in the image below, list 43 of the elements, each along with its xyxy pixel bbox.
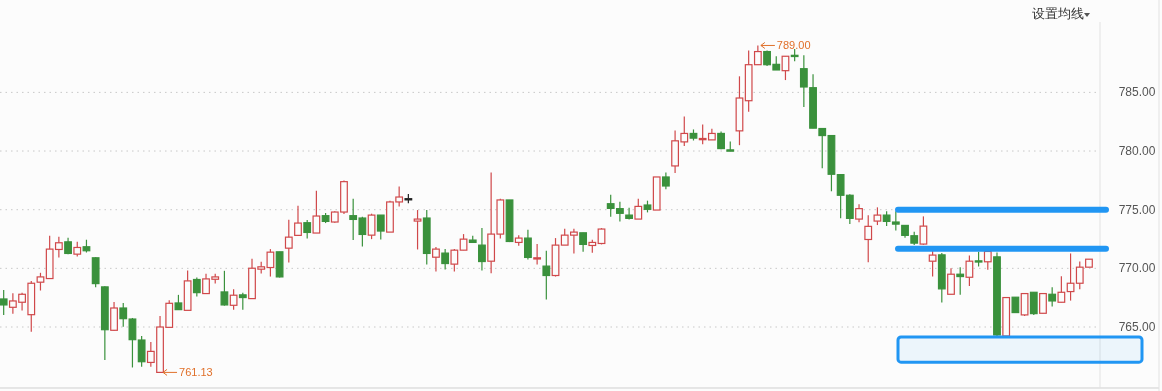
candlestick — [441, 248, 450, 271]
candlestick — [303, 219, 312, 240]
candlestick — [478, 227, 486, 272]
candlestick — [855, 203, 863, 223]
candlestick — [284, 219, 293, 264]
candlestick — [432, 246, 440, 273]
candlestick — [1048, 286, 1057, 308]
y-tick-label: 785.00 — [1118, 85, 1156, 100]
candlestick — [413, 209, 422, 251]
annotation: 789.00 — [776, 39, 811, 52]
candlestick — [450, 248, 459, 273]
candlestick — [110, 301, 118, 332]
candlestick — [965, 254, 974, 287]
candlestick — [192, 276, 201, 298]
y-tick-label: 770.00 — [1118, 261, 1156, 276]
candlestick — [367, 213, 376, 240]
text: 设置均线 — [1032, 6, 1084, 21]
y-tick-label: 765.00 — [1118, 320, 1156, 334]
candlestick — [294, 205, 302, 237]
candlestick — [781, 55, 790, 81]
candlestick — [524, 229, 532, 261]
candlestick — [376, 214, 385, 241]
candlestick — [1020, 292, 1029, 317]
candlestick — [229, 288, 238, 311]
candlestick — [928, 249, 937, 278]
y-tick-label: 775.00 — [1118, 202, 1156, 217]
candlestick — [220, 270, 229, 307]
candlestick — [137, 335, 146, 368]
candlestick — [1039, 292, 1047, 314]
candlestick — [312, 190, 321, 234]
y-tick-label: 780.00 — [1118, 144, 1156, 159]
candlestick — [947, 267, 955, 295]
candlestick — [1057, 275, 1066, 303]
candlestick — [1029, 291, 1038, 316]
candlestick — [634, 198, 643, 220]
annotation: 761.13 — [179, 366, 213, 379]
candlestick — [0, 289, 8, 316]
candlestick — [533, 243, 542, 266]
candlestick — [919, 215, 928, 246]
candlestick — [956, 266, 965, 296]
candlestick — [864, 214, 873, 263]
candlestick — [579, 232, 588, 253]
candlestick — [542, 250, 551, 301]
